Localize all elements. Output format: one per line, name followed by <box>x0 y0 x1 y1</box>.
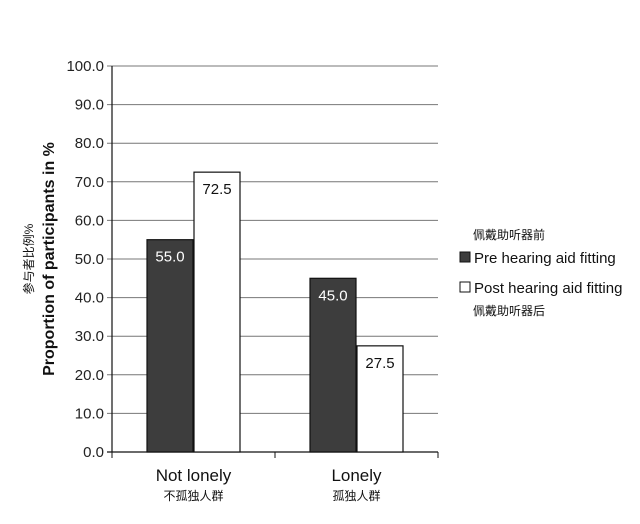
y-tick-label: 80.0 <box>75 135 104 152</box>
y-tick-label: 40.0 <box>75 290 104 307</box>
bar <box>309 277 357 453</box>
y-tick-label: 20.0 <box>75 367 104 384</box>
y-axis-label: Proportion of participants in % <box>41 142 58 376</box>
legend-pre-label: Pre hearing aid fitting <box>474 250 616 267</box>
y-axis-ticks: 0.0 10.0 20.0 30.0 40.0 50.0 60.0 70.0 80.0 90.0 1… <box>66 58 104 461</box>
legend-post-label: Post hearing aid fitting <box>474 280 622 297</box>
category-label-cn: 不孤独人群 <box>163 489 223 503</box>
y-tick-label: 50.0 <box>75 251 104 268</box>
x-axis <box>111 452 439 458</box>
y-tick-label: 90.0 <box>75 97 104 114</box>
data-label: 27.5 <box>365 355 394 372</box>
legend-post-label-cn: 佩戴助听器后 <box>473 303 545 318</box>
y-tick-label: 30.0 <box>75 328 104 345</box>
y-tick-label: 70.0 <box>75 174 104 191</box>
y-axis-label-cn: 参与者比例% <box>21 223 36 294</box>
y-tick-label: 10.0 <box>75 405 104 422</box>
data-label: 45.0 <box>318 287 347 304</box>
legend-pre-label-cn: 佩戴助听器前 <box>473 227 545 242</box>
bar <box>146 239 194 453</box>
y-tick-label: 60.0 <box>75 212 104 229</box>
y-tick-label: 0.0 <box>83 444 104 461</box>
bars <box>146 171 404 453</box>
category-labels: Not lonely 不孤独人群 Lonely 孤独人群 <box>156 466 382 503</box>
legend: 佩戴助听器前 Pre hearing aid fitting Post hear… <box>459 227 622 318</box>
y-tick-label: 100.0 <box>66 58 104 75</box>
bar <box>356 345 404 453</box>
category-label: Not lonely <box>156 466 232 485</box>
category-label-cn: 孤独人群 <box>332 489 380 503</box>
legend-swatch-post <box>459 281 471 293</box>
data-label: 72.5 <box>202 181 231 198</box>
bar <box>193 171 241 453</box>
category-label: Lonely <box>331 466 382 485</box>
legend-swatch-pre <box>459 251 471 263</box>
data-labels: 55.0 72.5 45.0 27.5 <box>155 181 394 372</box>
data-label: 55.0 <box>155 249 184 266</box>
